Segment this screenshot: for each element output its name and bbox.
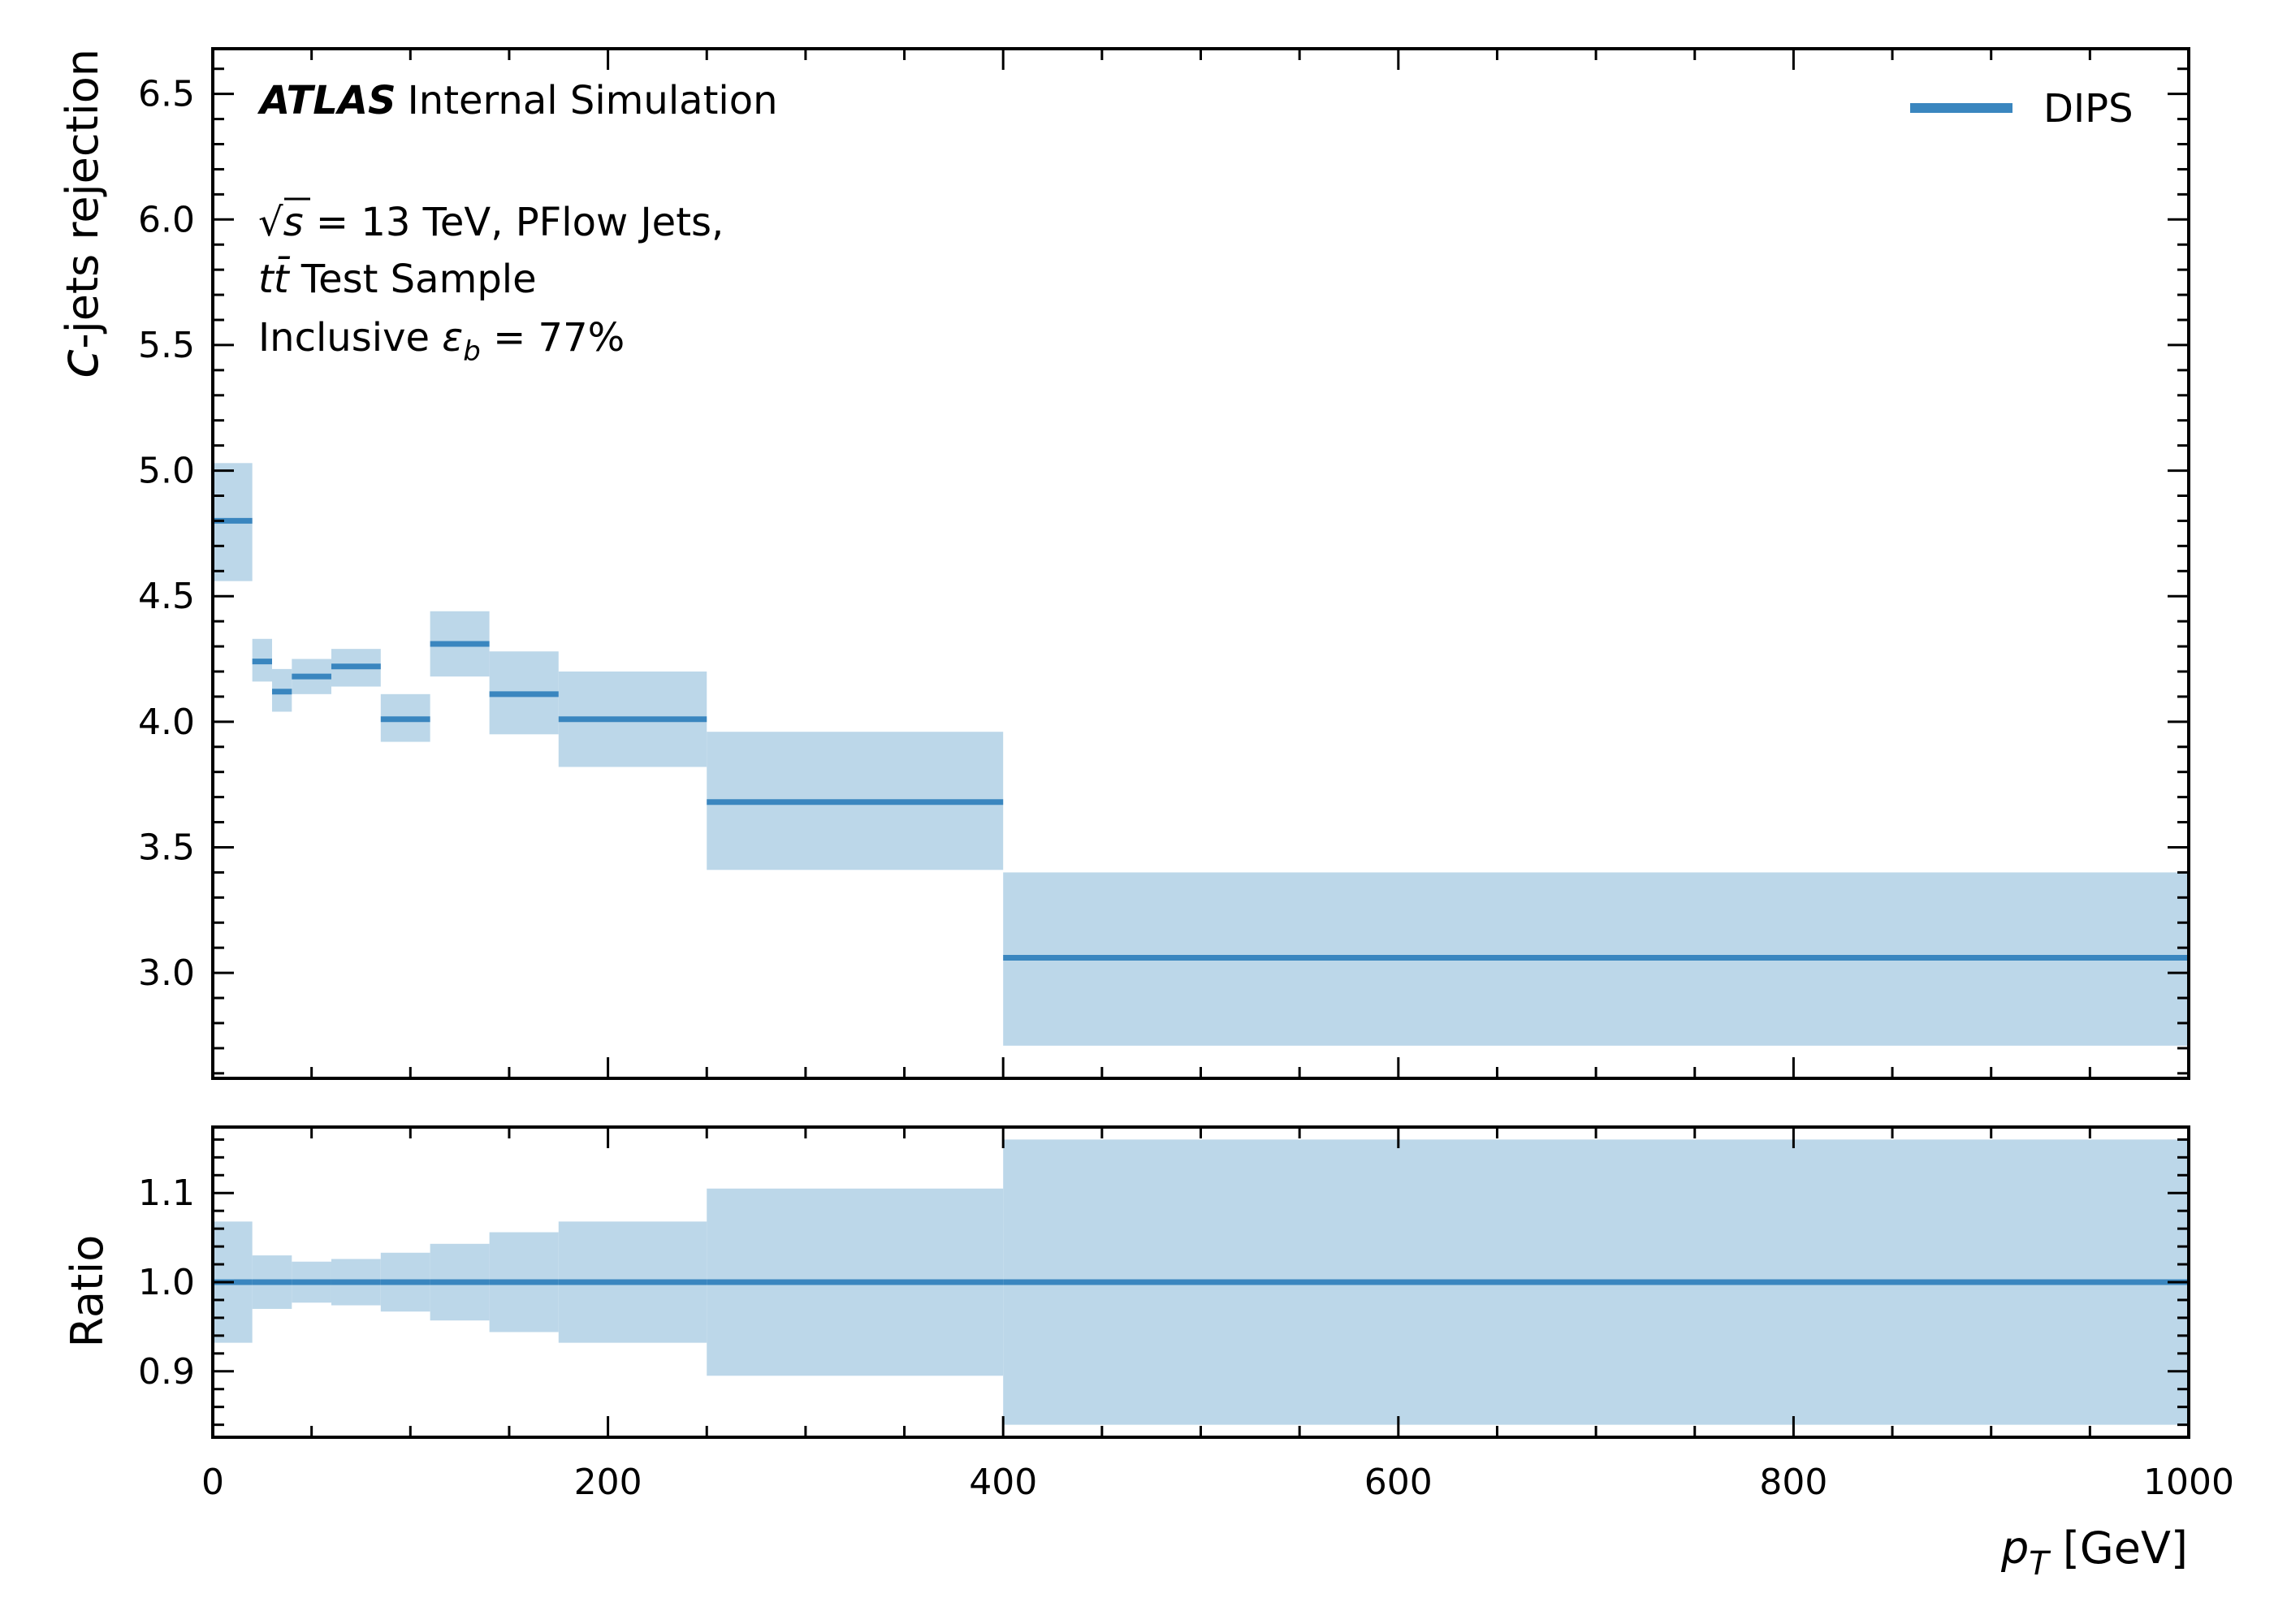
main-ytick-label-3: 4.5 [138,576,195,617]
efficiency-prefix: Inclusive [258,315,442,361]
sample-label: tt̄ Test Sample [258,256,537,302]
sqrt-symbol: √ [258,200,283,245]
ratio-ytick-label-0: 0.9 [138,1351,195,1393]
main-ytick-label-7: 6.5 [138,74,195,115]
main-ytick-label-2: 4.0 [138,702,195,743]
x-axis-title: pT [GeV] [2000,1522,2188,1583]
energy-jets-text: = 13 TeV, PFlow Jets, [304,200,724,245]
main-y-axis-title: c-jets rejection [48,49,110,378]
x-title-sub: T [2029,1545,2051,1583]
main-series-lines [213,517,2189,961]
ratio-panel: 0.9 1.0 1.1 0 200 400 600 800 1000 Ratio pT [Ge… [62,1125,2234,1583]
epsilon-symbol: ε [442,315,463,361]
x-tick-label-1: 200 [574,1462,642,1503]
ratio-plot-frame [211,1125,2190,1439]
ratio-ytick-label-1: 1.0 [138,1262,195,1303]
ratio-y-axis-title: Ratio [62,1235,113,1348]
main-ytick-label-0: 3.0 [138,952,195,994]
main-ytick-label-1: 3.5 [138,827,195,868]
sqrt-s: s [283,200,304,245]
main-ytick-label-4: 5.0 [138,451,195,492]
main-plot-frame [211,47,2190,1080]
atlas-experiment: ATLAS [257,78,396,123]
x-tick-label-0: 0 [201,1462,224,1503]
efficiency-label: Inclusive εb = 77% [258,315,625,368]
epsilon-subscript: b [463,335,481,368]
energy-jets-label: √s = 13 TeV, PFlow Jets, [258,200,724,245]
main-ytick-label-5: 5.5 [138,325,195,366]
legend: DIPS [1910,86,2133,132]
efficiency-suffix: = 77% [481,315,625,361]
ttbar-symbol: tt̄ [258,256,291,302]
main-panel: 3.0 3.5 4.0 4.5 5.0 5.5 6.0 6.5 ATLAS Internal S… [48,47,2190,1080]
x-tick-label-2: 400 [969,1462,1037,1503]
main-y-tick-labels: 3.0 3.5 4.0 4.5 5.0 5.5 6.0 6.5 [138,74,195,994]
sample-text: Test Sample [289,257,537,302]
x-title-rest: [GeV] [2049,1522,2188,1574]
x-title-p: p [2000,1522,2029,1574]
x-tick-label-3: 600 [1364,1462,1433,1503]
main-y-title-rest: -jets rejection [57,49,108,349]
ratio-y-tick-labels: 0.9 1.0 1.1 [138,1173,195,1393]
x-tick-label-4: 800 [1759,1462,1827,1503]
legend-label-dips: DIPS [2043,86,2133,132]
atlas-status: Internal Simulation [408,78,778,123]
atlas-label: ATLAS Internal Simulation [257,78,778,123]
main-axis-ticks [211,49,2190,1078]
x-tick-labels: 0 200 400 600 800 1000 [201,1462,2234,1503]
x-tick-label-5: 1000 [2143,1462,2234,1503]
ratio-ytick-label-2: 1.1 [138,1173,195,1214]
main-ytick-label-6: 6.0 [138,199,195,240]
main-y-title-c: c [48,349,110,378]
